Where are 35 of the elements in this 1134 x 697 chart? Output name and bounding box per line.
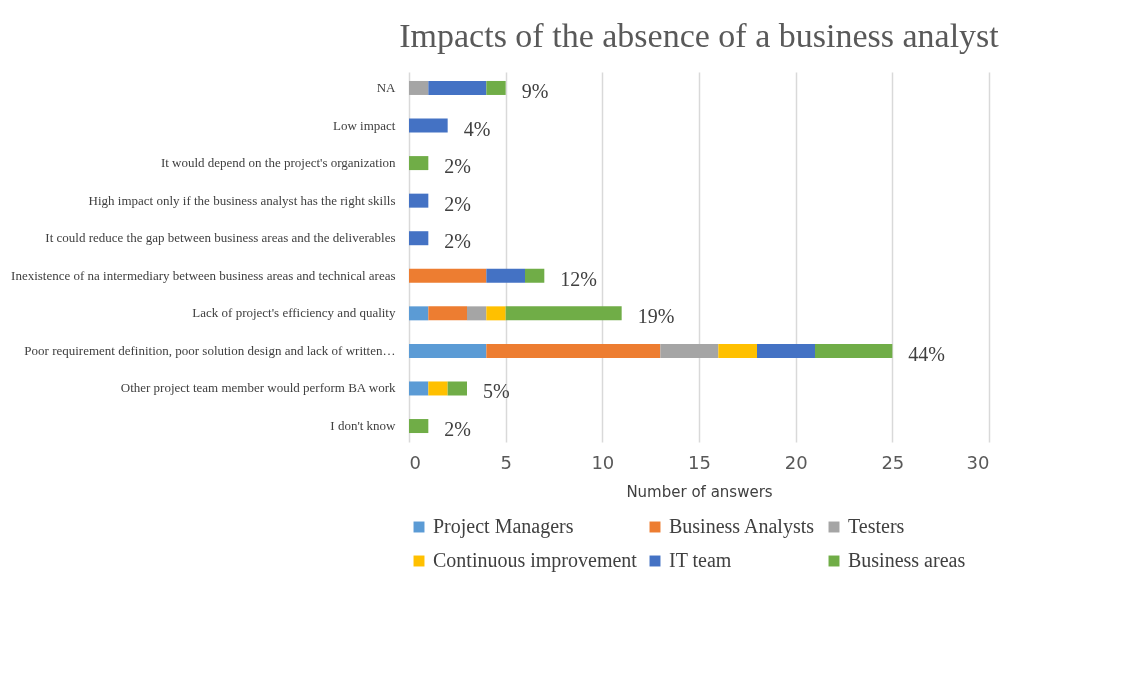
x-tick-label: 0 xyxy=(409,451,421,473)
x-tick-label: 30 xyxy=(966,451,990,473)
legend-label: Business Analysts xyxy=(669,515,815,538)
legend-label: Continuous improvement xyxy=(433,549,638,572)
annotation: 12% xyxy=(560,267,598,290)
annotation: 9% xyxy=(521,79,549,102)
y-tick-label: Other project team member would perform BA work xyxy=(120,380,396,396)
annotation: 4% xyxy=(463,117,491,140)
y-tick-label: Low impact xyxy=(333,117,396,133)
y-tick-label: Poor requirement definition, poor solution design and lack of written… xyxy=(24,342,396,358)
x-axis-title: Number of answers xyxy=(626,482,773,501)
x-tick-label: 20 xyxy=(784,451,808,473)
y-tick-label: It could reduce the gap between business areas and the deliverables xyxy=(45,230,396,246)
annotation: 5% xyxy=(483,380,510,403)
y-tick-label: Inexistence of na intermediary between business areas and technical areas xyxy=(11,267,396,283)
y-tick-label: High impact only if the business analyst has the right skills xyxy=(88,192,396,208)
legend-label: Business areas xyxy=(848,549,966,571)
y-tick-label: NA xyxy=(376,79,397,95)
y-tick-label: I don't know xyxy=(330,418,397,434)
y-tick-label: It would depend on the project's organization xyxy=(160,155,396,171)
y-tick-label: Lack of project's efficiency and quality xyxy=(192,305,396,321)
annotation: 2% xyxy=(444,230,472,253)
annotation: 19% xyxy=(637,305,675,328)
x-tick-label: 5 xyxy=(500,451,512,473)
legend-label: IT team xyxy=(669,549,732,571)
x-tick-label: 25 xyxy=(881,451,905,473)
annotation: 44% xyxy=(908,342,946,365)
x-tick-label: 15 xyxy=(688,451,711,473)
legend-label: Project Managers xyxy=(433,515,574,538)
annotation: 2% xyxy=(444,192,472,215)
annotation: 2% xyxy=(444,418,472,441)
x-tick-label: 10 xyxy=(591,451,615,473)
annotation: 2% xyxy=(444,155,472,178)
legend-label: Testers xyxy=(848,515,905,537)
chart-title: Impacts of the absence of a business analyst xyxy=(399,17,1000,54)
